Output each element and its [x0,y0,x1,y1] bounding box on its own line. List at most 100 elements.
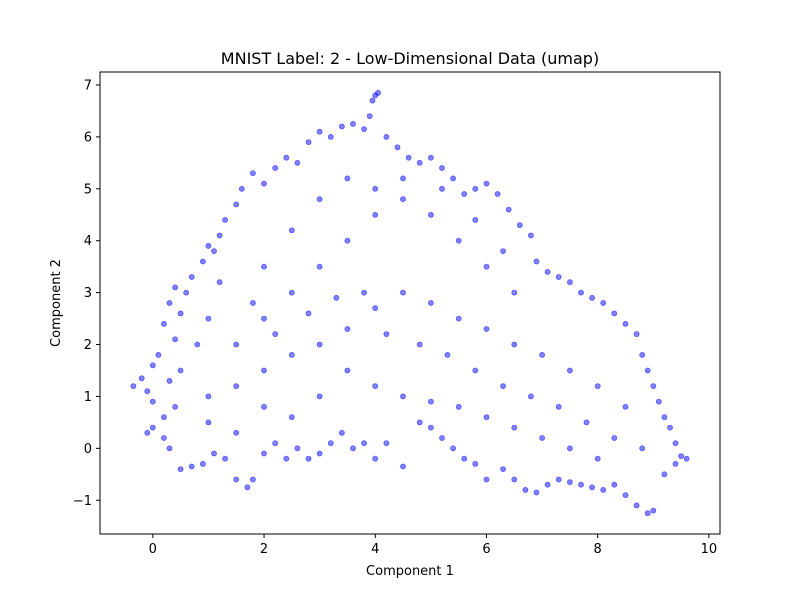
scatter-point [383,331,390,337]
scatter-point [261,315,267,322]
scatter-point [261,263,267,270]
scatter-point [500,383,506,389]
scatter-point [400,463,406,470]
scatter-point [450,445,456,452]
y-tick-label: 7 [84,78,92,93]
chart-title: MNIST Label: 2 - Low-Dimensional Data (u… [221,49,599,68]
scatter-point [372,185,379,192]
y-axis-title: Component 2 [49,259,64,347]
scatter-point [555,403,562,410]
scatter-point [338,429,345,436]
scatter-point [261,180,267,187]
scatter-point [172,284,178,291]
scatter-point [316,263,323,270]
scatter-point [427,211,434,218]
scatter-point [383,440,390,447]
scatter-point [166,300,173,306]
x-axis: 0 2 4 6 8 10 [149,534,717,557]
scatter-point [511,289,518,296]
scatter-point [222,216,228,223]
scatter-point [344,175,351,182]
scatter-point [327,133,334,140]
scatter-point [261,367,267,374]
scatter-point [461,455,468,462]
scatter-point [177,466,184,472]
scatter-point [483,414,490,421]
scatter-point [567,279,573,286]
x-tick-label: 0 [149,542,157,557]
scatter-point [427,398,434,405]
scatter-point [594,383,601,389]
scatter-point [589,484,595,491]
scatter-point [516,222,523,228]
scatter-point [594,455,601,462]
scatter-point [288,351,295,358]
scatter-point [655,398,662,405]
scatter-point [350,121,356,127]
y-tick-label: −1 [73,494,92,509]
x-tick-label: 6 [482,542,490,557]
scatter-point [149,398,156,405]
scatter-point [483,180,490,187]
scatter-point [483,476,490,483]
scatter-point [439,165,445,171]
scatter-point [272,331,279,337]
scatter-point [211,248,217,254]
scatter-point [511,424,518,431]
scatter-point [405,154,412,161]
scatter-point [472,367,479,374]
scatter-point [205,242,212,249]
scatter-point [344,367,351,374]
scatter-point [672,460,679,467]
scatter-point [369,97,376,104]
scatter-point [544,268,551,275]
scatter-point [233,201,240,208]
scatter-point [216,279,223,286]
scatter-point [533,258,540,265]
scatter-point [316,196,323,203]
scatter-point [305,310,312,317]
scatter-point [272,165,279,171]
scatter-point [583,419,590,426]
scatter-point [439,185,445,192]
scatter-point [205,393,212,400]
scatter-point [416,341,423,348]
scatter-point [188,274,195,280]
x-axis-title: Component 1 [366,564,454,579]
scatter-point [249,476,256,483]
scatter-point [327,440,334,447]
scatter-point [644,510,651,517]
scatter-point [205,419,212,426]
scatter-point [622,403,629,410]
scatter-point [372,305,379,312]
scatter-point [249,170,256,177]
scatter-point [633,502,640,509]
scatter-point [522,486,529,493]
scatter-point [622,492,629,498]
x-tick-label: 10 [701,542,718,557]
scatter-point [539,351,545,358]
scatter-point [261,450,267,457]
scatter-point [372,383,379,389]
y-tick-label: 4 [84,234,92,249]
scatter-point [372,455,379,462]
scatter-point [672,440,679,447]
scatter-point [372,211,379,218]
x-tick-label: 2 [260,542,268,557]
scatter-point [160,414,167,421]
scatter-point [472,185,479,192]
scatter-point [350,445,356,452]
scatter-point [394,144,401,151]
scatter-point [172,403,178,410]
scatter-point [600,486,607,493]
scatter-point [272,440,279,447]
scatter-point [539,435,545,441]
scatter-point [316,450,323,457]
scatter-point [283,154,290,161]
scatter-point [149,362,156,369]
scatter-point [155,351,162,358]
scatter-point [366,113,373,119]
y-axis: −1 0 1 2 3 4 5 6 7 [73,78,100,509]
scatter-point [472,460,479,467]
